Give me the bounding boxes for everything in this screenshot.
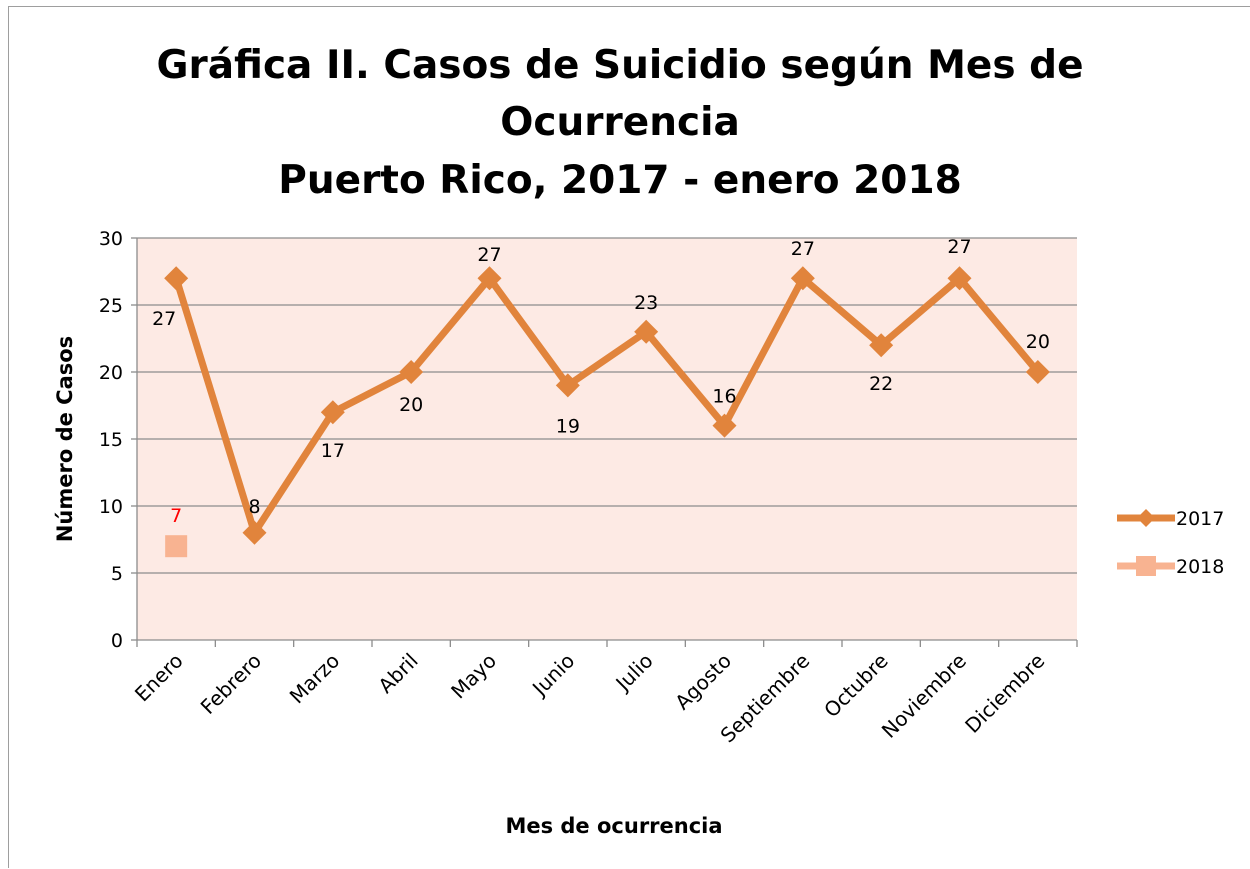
point-2017-enero	[164, 266, 189, 291]
x-tick-labels: Enero Febrero Marzo Abril Mayo Junio Julio Agos…	[130, 649, 1049, 748]
data-label-2017-marzo: 17	[321, 440, 345, 462]
data-label-2017-octubre: 22	[869, 373, 893, 395]
x-tick-label-junio: Junio	[526, 649, 579, 702]
data-label-2017-junio: 19	[556, 415, 580, 437]
chart-frame	[8, 6, 1250, 868]
point-2017-agosto	[712, 413, 737, 438]
chart-title-line-3: Puerto Rico, 2017 - enero 2018	[278, 158, 961, 203]
x-tick-label-marzo: Marzo	[285, 649, 345, 709]
point-2017-noviembre	[947, 266, 972, 291]
chart-title-line-2: Ocurrencia	[500, 100, 740, 145]
point-2017-junio	[555, 373, 580, 398]
data-label-2017-diciembre: 20	[1026, 331, 1050, 353]
data-label-2017-julio: 23	[634, 292, 658, 314]
x-tick-label-julio: Julio	[610, 649, 658, 697]
y-tick-labels: 0 5 10 15 20 25 30	[99, 228, 123, 652]
x-tick-label-noviembre: Noviembre	[877, 649, 971, 743]
point-2018-enero	[165, 535, 188, 558]
data-label-2017-abril: 20	[399, 394, 423, 416]
x-tick-label-octubre: Octubre	[819, 649, 893, 723]
axes	[131, 237, 1078, 647]
y-tick-label-0: 0	[111, 630, 123, 652]
legend-marker-2018	[1136, 556, 1156, 576]
x-tick-label-abril: Abril	[373, 649, 422, 698]
x-tick-label-mayo: Mayo	[446, 649, 501, 704]
data-label-2017-septiembre: 27	[791, 238, 815, 260]
legend: 2017 2018	[1117, 508, 1224, 578]
y-tick-label-15: 15	[99, 429, 123, 451]
series-line-2017	[172, 274, 1041, 537]
data-label-2018-enero: 7	[170, 505, 182, 527]
data-labels: 27 8 17 20 27 19 23 16 27 22 27 20 7	[152, 236, 1050, 527]
x-tick-label-agosto: Agosto	[670, 649, 736, 715]
data-label-2017-febrero: 8	[248, 496, 260, 518]
chart-title-line-1: Gráfica II. Casos de Suicidio según Mes …	[156, 43, 1083, 88]
y-tick-label-25: 25	[99, 295, 123, 317]
x-tick-label-febrero: Febrero	[196, 649, 266, 719]
gridlines	[137, 237, 1077, 574]
data-label-2017-mayo: 27	[477, 244, 501, 266]
legend-marker-2017	[1137, 509, 1155, 527]
y-tick-label-5: 5	[111, 563, 123, 585]
y-tick-label-20: 20	[99, 362, 123, 384]
point-2017-octubre	[869, 333, 894, 358]
point-2017-marzo	[320, 400, 345, 425]
series	[164, 266, 1050, 558]
legend-label-2017: 2017	[1176, 508, 1224, 530]
legend-label-2018: 2018	[1176, 556, 1224, 578]
x-axis-title: Mes de ocurrencia	[505, 814, 722, 838]
point-2017-mayo	[477, 266, 502, 291]
y-tick-label-10: 10	[99, 496, 123, 518]
data-label-2017-enero: 27	[152, 308, 176, 330]
x-tick-label-enero: Enero	[130, 649, 188, 707]
point-2017-abril	[399, 360, 424, 384]
point-2017-julio	[634, 319, 659, 344]
y-tick-label-30: 30	[99, 228, 123, 250]
y-axis-title: Número de Casos	[53, 336, 77, 542]
data-label-2017-noviembre: 27	[947, 236, 971, 258]
point-2017-diciembre	[1025, 360, 1050, 384]
point-2017-septiembre	[790, 266, 815, 291]
data-label-2017-agosto: 16	[712, 386, 736, 408]
x-tick-label-diciembre: Diciembre	[960, 649, 1049, 738]
point-2017-febrero	[242, 520, 267, 545]
